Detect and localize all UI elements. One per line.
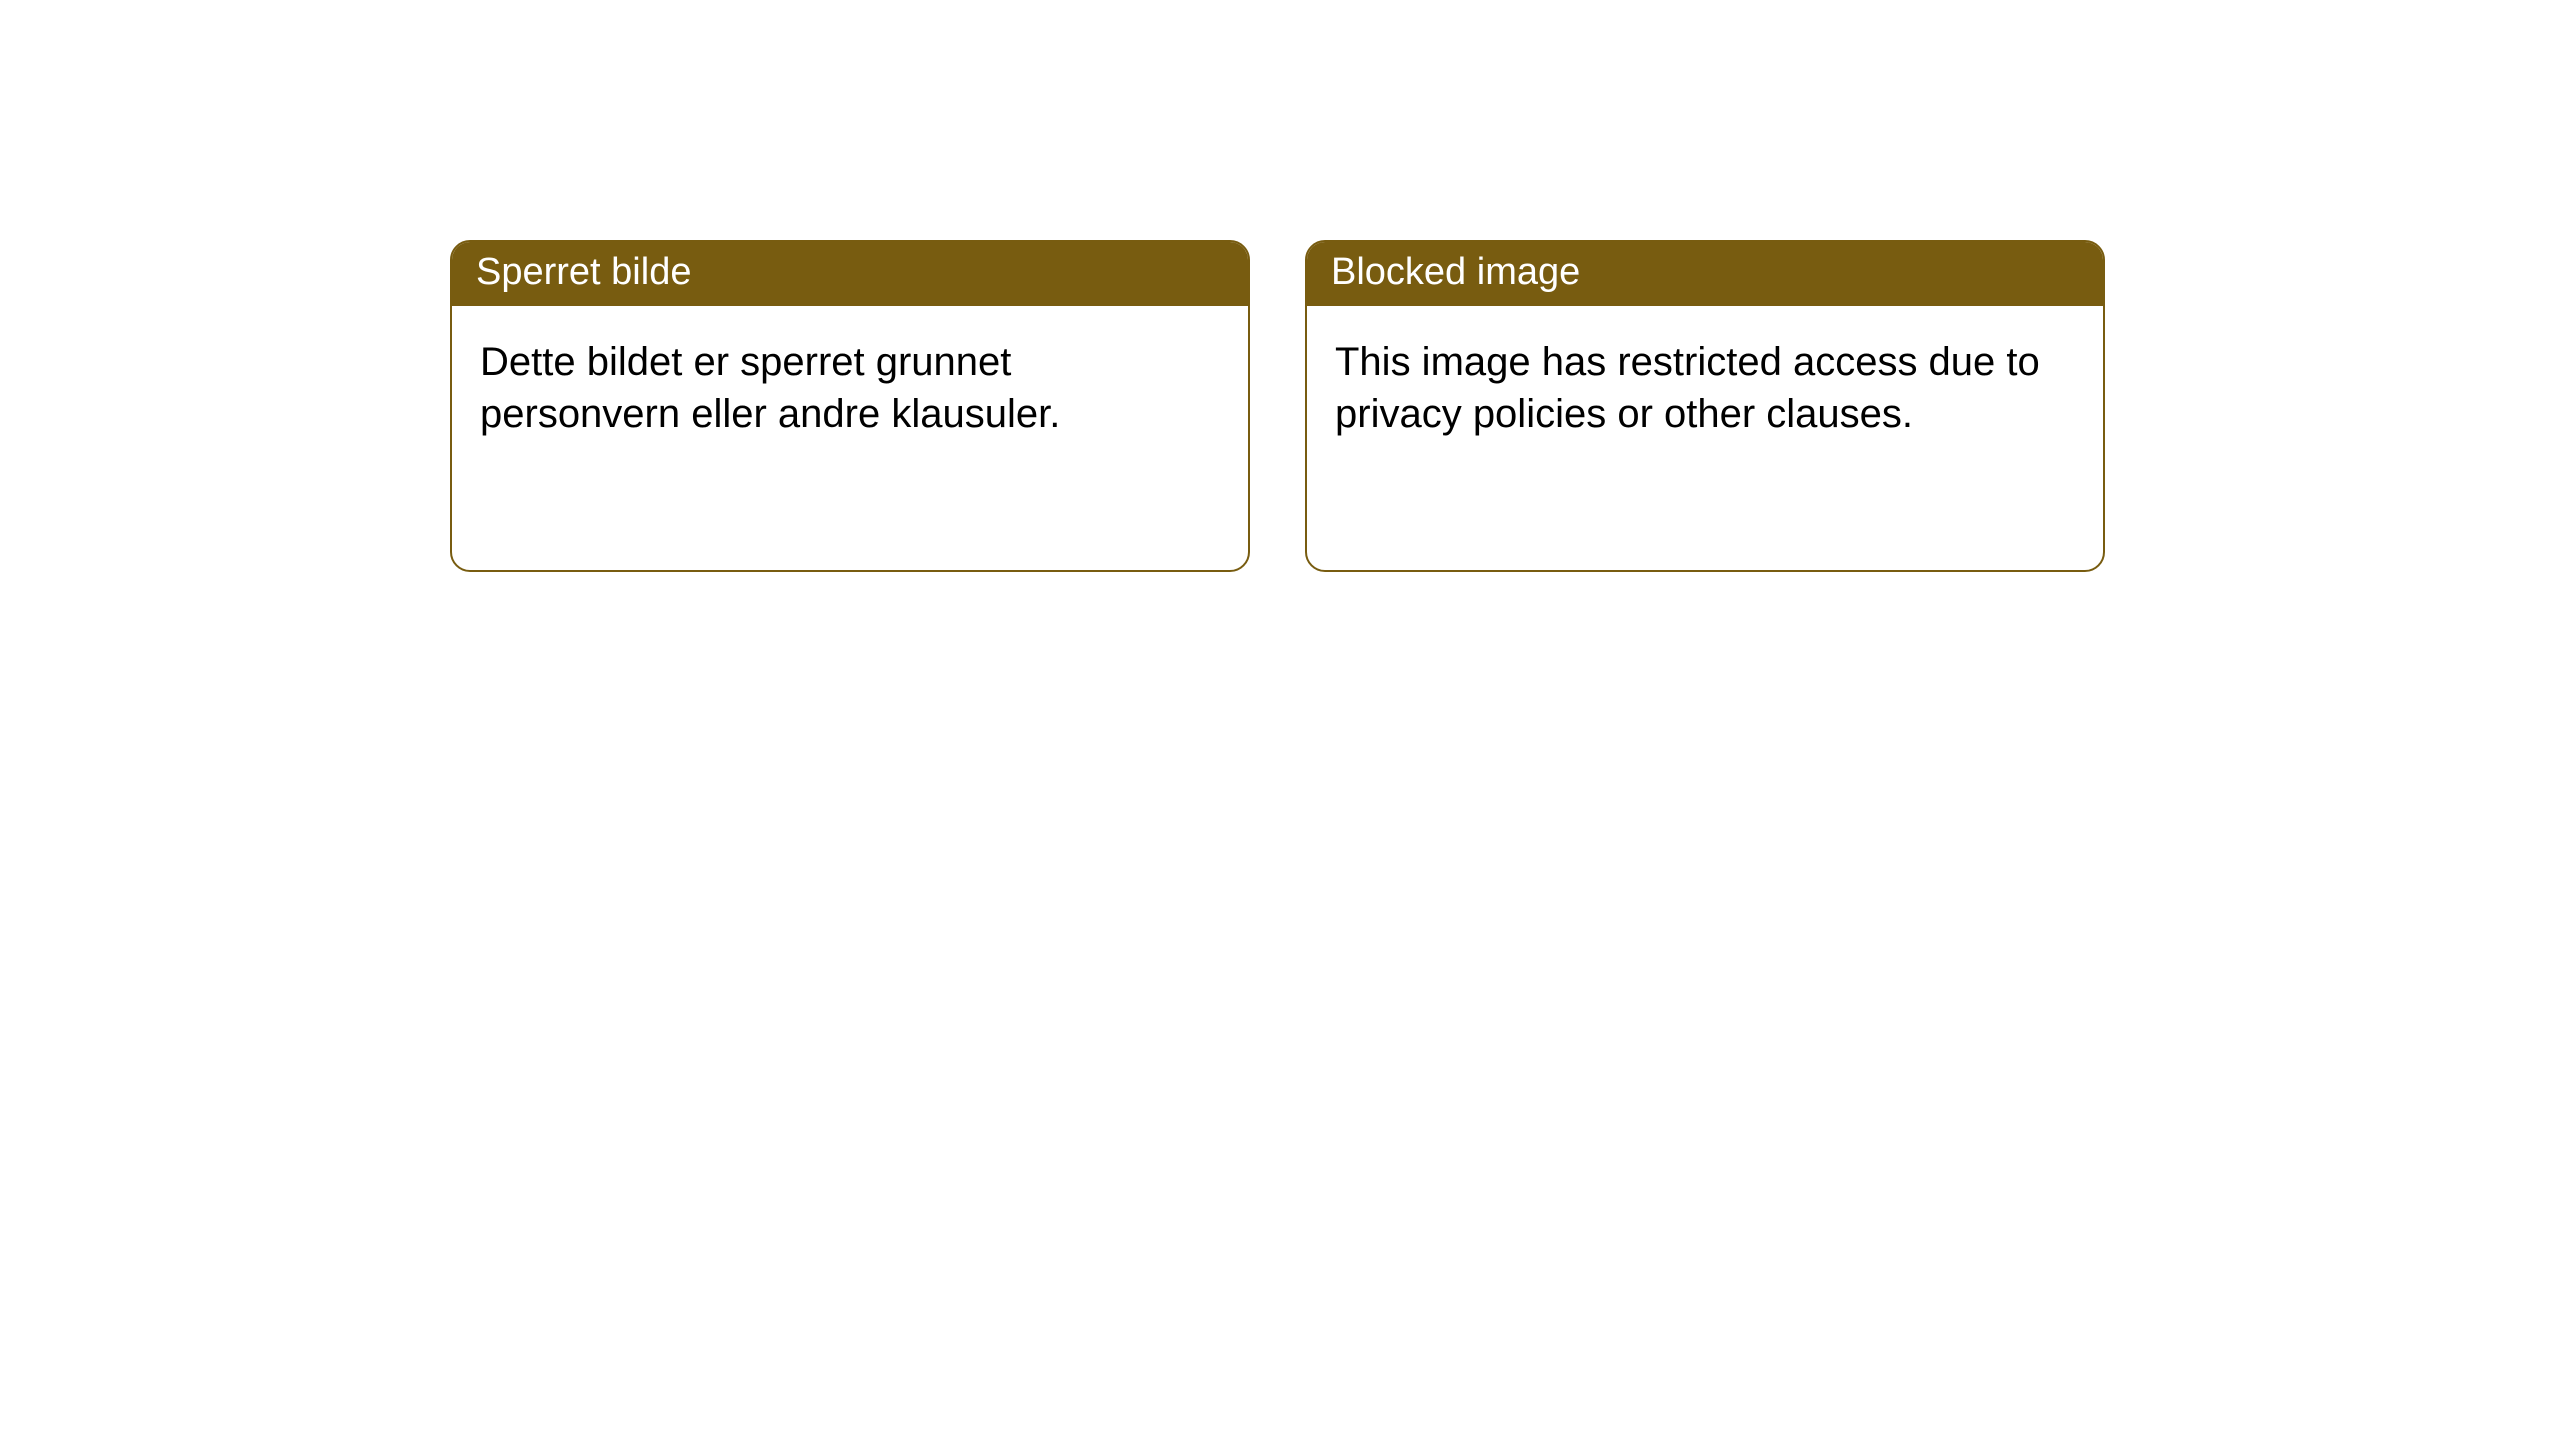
notice-card-english: Blocked image This image has restricted … [1305,240,2105,572]
notice-body-norwegian: Dette bildet er sperret grunnet personve… [452,306,1248,470]
notice-card-norwegian: Sperret bilde Dette bildet er sperret gr… [450,240,1250,572]
notice-body-english: This image has restricted access due to … [1307,306,2103,470]
notice-title-norwegian: Sperret bilde [452,242,1248,306]
notice-container: Sperret bilde Dette bildet er sperret gr… [0,0,2560,572]
notice-title-english: Blocked image [1307,242,2103,306]
